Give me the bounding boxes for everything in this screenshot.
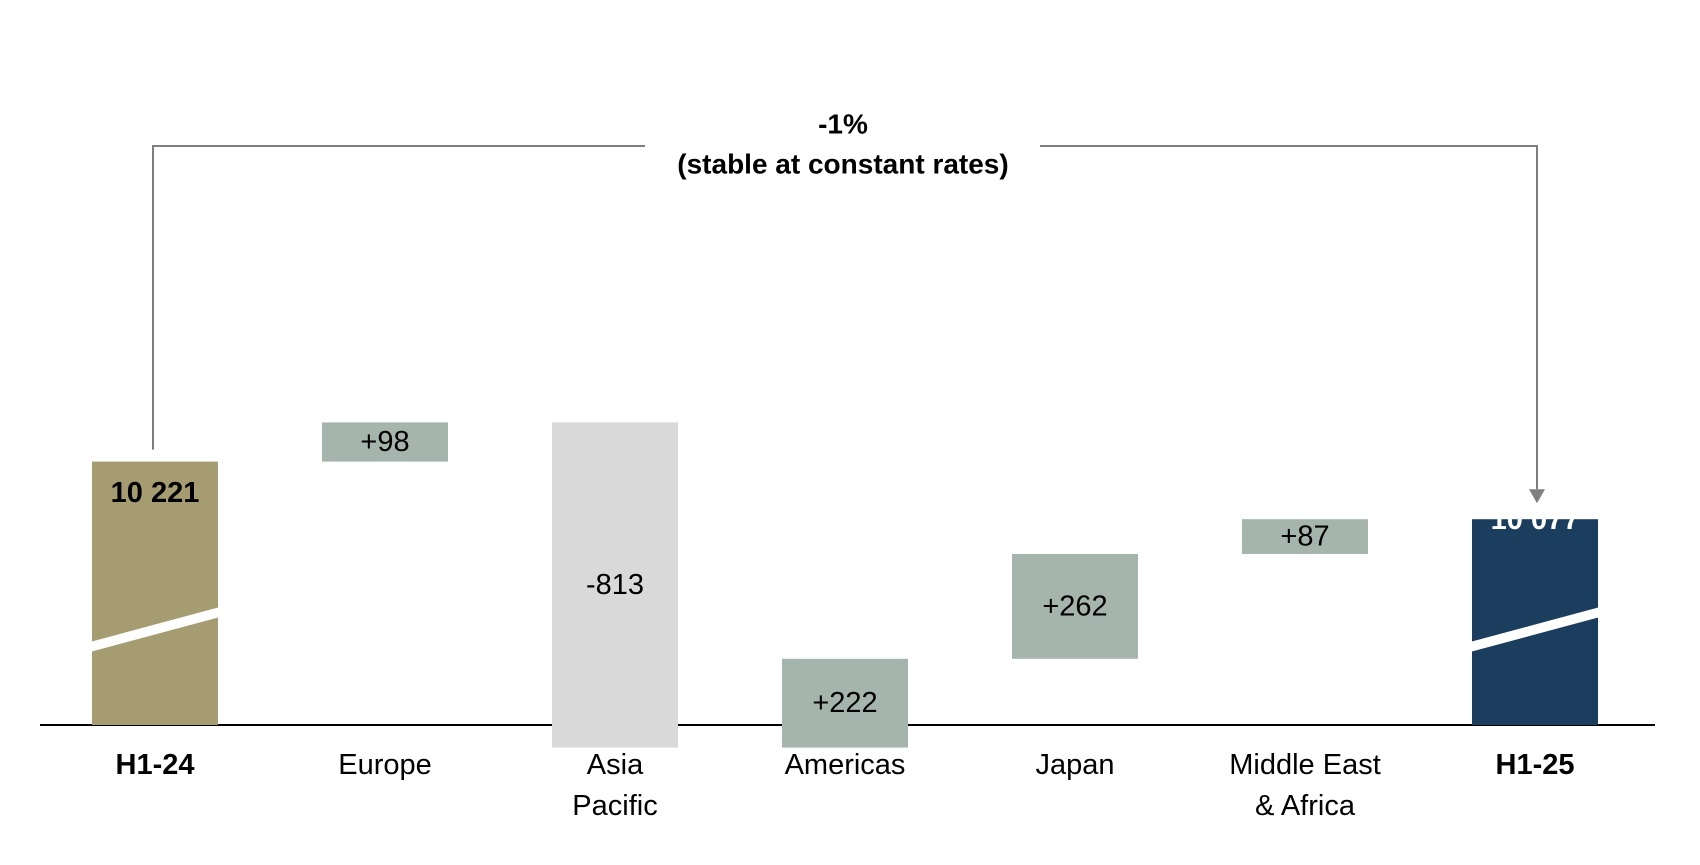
category-label-1: Europe: [338, 749, 432, 781]
data-label-4: +262: [1042, 590, 1107, 622]
bar-3: [782, 658, 908, 748]
category-label-5-line-1: & Africa: [1255, 790, 1356, 822]
bar-1: [322, 422, 448, 462]
axis-break-mark-0: [90, 607, 220, 652]
bar-5: [1242, 519, 1368, 554]
category-label-2-line-0: Asia: [587, 749, 644, 781]
category-label-5-line-0: Middle East: [1229, 749, 1381, 781]
data-label-2: -813: [586, 569, 644, 601]
category-label-3: Americas: [785, 749, 906, 781]
axis-break-mark-6: [1470, 607, 1600, 652]
bar-4: [1012, 554, 1138, 659]
data-label-1: +98: [360, 426, 409, 458]
annotation-line-1: (stable at constant rates): [677, 149, 1008, 180]
bar-2: [552, 422, 678, 748]
bar-0: [92, 461, 218, 725]
data-label-0: 10 221: [111, 477, 200, 509]
connector-arrowhead: [1529, 489, 1545, 504]
annotation-line-0: -1%: [818, 109, 868, 140]
data-label-3: +222: [812, 687, 877, 719]
data-label-5: +87: [1280, 521, 1329, 553]
category-label-6: H1-25: [1496, 749, 1575, 781]
connector-line-right: [1040, 145, 1538, 490]
category-label-2-line-1: Pacific: [572, 790, 657, 822]
category-label-0: H1-24: [116, 749, 195, 781]
category-label-4: Japan: [1035, 749, 1114, 781]
data-label-6: 10 077: [1491, 504, 1580, 536]
connector-line-left: [152, 145, 645, 450]
